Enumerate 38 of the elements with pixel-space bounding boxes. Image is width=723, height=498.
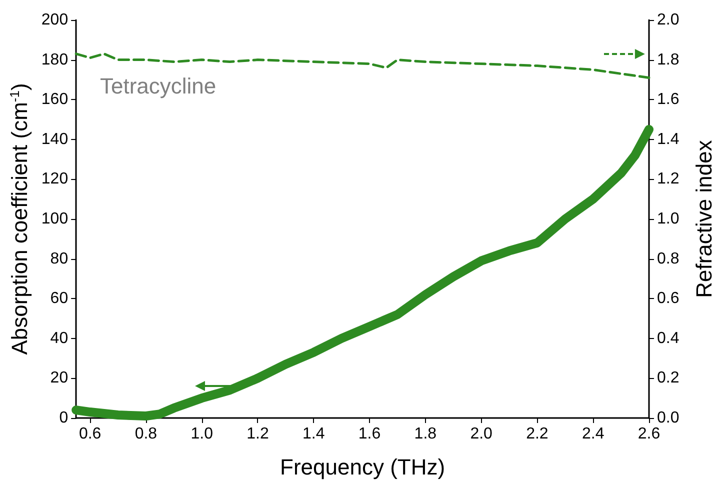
y2-tick-label: 2.0: [657, 12, 680, 28]
line-series: [74, 52, 650, 79]
y-tick-label: 100: [41, 210, 68, 228]
y-tick-label: 20: [50, 370, 68, 387]
y2-tick-label: 0.0: [657, 410, 680, 426]
y2-axis-title: Refractive index: [692, 140, 716, 298]
y2-tick-label: 0.2: [657, 370, 680, 387]
x-tick-label: 1.6: [358, 426, 381, 442]
y2-tick-label: 1.2: [657, 170, 680, 188]
y-tick-label: 120: [41, 170, 68, 188]
x-tick-label: 1.2: [246, 426, 269, 442]
x-tick-label: 0.8: [134, 426, 158, 442]
y-tick-label: 60: [50, 290, 68, 308]
annotation: Tetracycline: [100, 74, 216, 98]
y-tick-label: 140: [41, 130, 68, 148]
y2-tick-label: 0.4: [657, 330, 680, 347]
y2-tick-label: 1.4: [657, 130, 680, 148]
y-tick-label: 180: [41, 51, 68, 68]
y2-tick-label: 1.0: [657, 210, 680, 228]
x-tick-label: 2.2: [526, 426, 548, 442]
y2-tick-label: 0.8: [657, 250, 680, 268]
x-tick-label: 2.0: [470, 426, 493, 442]
y2-tick-label: 1.8: [657, 51, 680, 68]
x-tick-label: 2.6: [638, 426, 660, 442]
y-tick-label: 0: [59, 410, 68, 426]
y-tick-label: 200: [41, 12, 68, 28]
x-tick-label: 1.4: [302, 426, 325, 442]
y-tick-label: 80: [50, 250, 68, 268]
x-tick-label: 0.6: [78, 426, 102, 442]
y-axis-title: Absorption coefficient (cm-1): [7, 83, 32, 355]
y2-tick-label: 0.6: [657, 290, 680, 308]
x-axis-title: Frequency (THz): [280, 454, 446, 480]
x-tick-label: 2.4: [582, 426, 604, 442]
y2-tick-label: 1.6: [657, 91, 680, 108]
x-tick-label: 1.0: [190, 426, 214, 442]
y-tick-label: 160: [41, 91, 68, 108]
y-tick-label: 40: [50, 330, 68, 347]
x-tick-label: 1.8: [414, 426, 437, 442]
